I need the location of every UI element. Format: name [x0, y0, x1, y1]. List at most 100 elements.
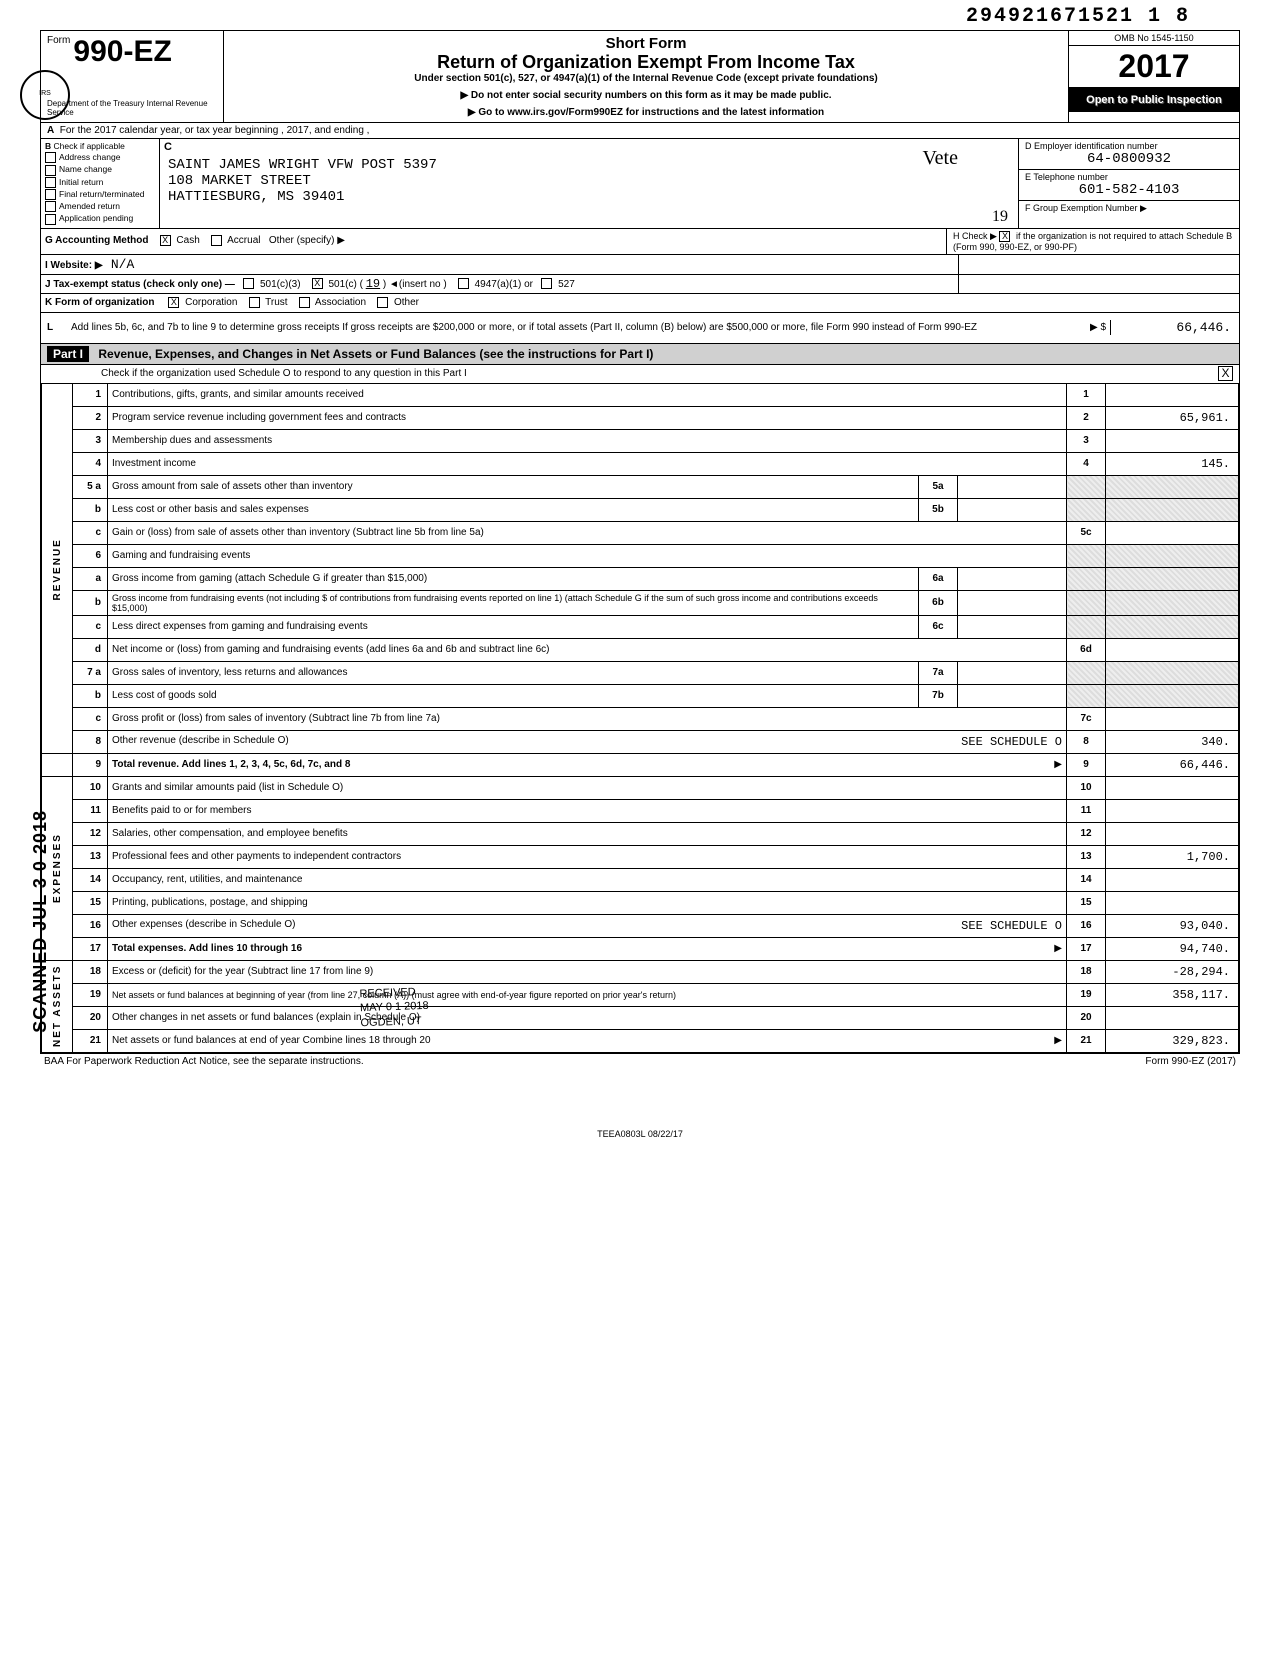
cb-application-pending[interactable]: [45, 214, 56, 225]
l20-num: 20: [73, 1006, 108, 1029]
l7a-sh2: [1106, 661, 1239, 684]
l6a-sh2: [1106, 567, 1239, 590]
cb-cash[interactable]: X: [160, 235, 171, 246]
cb-4947[interactable]: [458, 278, 469, 289]
l7a-sh: [1067, 661, 1106, 684]
l7a-num: 7 a: [73, 661, 108, 684]
header-center: Short Form Return of Organization Exempt…: [224, 31, 1068, 122]
l11-num: 11: [73, 799, 108, 822]
l12-desc: Salaries, other compensation, and employ…: [108, 822, 1067, 845]
l14-num: 14: [73, 868, 108, 891]
l5b-sh2: [1106, 498, 1239, 521]
f-label: F Group Exemption Number ▶: [1025, 203, 1233, 214]
opt-corp: Corporation: [185, 297, 237, 308]
ein-cell: D Employer identification number 64-0800…: [1019, 139, 1239, 170]
l5c-amt: [1106, 521, 1239, 544]
e-label: E Telephone number: [1025, 172, 1233, 182]
l5b-mv: [958, 498, 1067, 521]
expenses-label: EXPENSES: [42, 776, 73, 960]
opt-trust: Trust: [265, 297, 287, 308]
cb-label-3: Final return/terminated: [59, 189, 145, 199]
line-g: G Accounting Method X Cash Accrual Other…: [41, 229, 1239, 255]
j-label: J Tax-exempt status (check only one) —: [45, 279, 235, 290]
cb-501c[interactable]: X: [312, 278, 323, 289]
l7b-mv: [958, 684, 1067, 707]
l12-num: 12: [73, 822, 108, 845]
l16-desc-wrap: Other expenses (describe in Schedule O) …: [108, 914, 1067, 937]
l12-box: 12: [1067, 822, 1106, 845]
i-label: I Website: ▶: [45, 260, 103, 271]
l7a-mb: 7a: [919, 661, 958, 684]
cb-trust[interactable]: [249, 297, 260, 308]
l-text: Add lines 5b, 6c, and 7b to line 9 to de…: [67, 320, 1066, 335]
cb-accrual[interactable]: [211, 235, 222, 246]
l5a-mb: 5a: [919, 475, 958, 498]
cb-h[interactable]: X: [999, 231, 1010, 242]
l7a-desc: Gross sales of inventory, less returns a…: [108, 661, 919, 684]
cb-corp[interactable]: X: [168, 297, 179, 308]
cb-initial-return[interactable]: [45, 177, 56, 188]
part-1-sub-text: Check if the organization used Schedule …: [41, 366, 1215, 381]
accrual-label: Accrual: [227, 236, 260, 247]
l7a-mv: [958, 661, 1067, 684]
line-a-text: For the 2017 calendar year, or tax year …: [60, 125, 370, 136]
cb-501c3[interactable]: [243, 278, 254, 289]
opt-501c-b: ) ◄(insert no ): [383, 279, 447, 290]
cb-527[interactable]: [541, 278, 552, 289]
l21-desc: Net assets or fund balances at end of ye…: [112, 1035, 431, 1046]
d-label: D Employer identification number: [1025, 141, 1233, 151]
l6b-desc: Gross income from fundraising events (no…: [108, 590, 919, 615]
name-address-block: C SAINT JAMES WRIGHT VFW POST 5397 108 M…: [160, 139, 1018, 228]
footer-right: Form 990-EZ (2017): [1145, 1056, 1236, 1067]
form-number: 990-EZ: [73, 35, 171, 68]
l18-box: 18: [1067, 960, 1106, 983]
l9-desc: Total revenue. Add lines 1, 2, 3, 4, 5c,…: [112, 759, 350, 770]
received-stamp: RECEIVED MAY 0 1 2018 OGDEN, UT: [359, 985, 429, 1030]
form-990ez: Form 990-EZ Department of the Treasury I…: [40, 30, 1240, 1054]
l21-amt: 329,823.: [1106, 1029, 1239, 1052]
bottom-code: TEEA0803L 08/22/17: [40, 1129, 1240, 1139]
l6c-sh: [1067, 615, 1106, 638]
l8-num: 8: [73, 730, 108, 753]
l18-num: 18: [73, 960, 108, 983]
header-left: Form 990-EZ Department of the Treasury I…: [41, 31, 224, 122]
l6b-mb: 6b: [919, 590, 958, 615]
l4-amt: 145.: [1106, 452, 1239, 475]
l15-amt: [1106, 891, 1239, 914]
l10-desc: Grants and similar amounts paid (list in…: [108, 776, 1067, 799]
cb-address-change[interactable]: [45, 152, 56, 163]
part-1-header: Part I Revenue, Expenses, and Changes in…: [41, 344, 1239, 365]
l7c-num: c: [73, 707, 108, 730]
l17-amt: 94,740.: [1106, 937, 1239, 960]
cb-assoc[interactable]: [299, 297, 310, 308]
l7b-sh: [1067, 684, 1106, 707]
l11-desc: Benefits paid to or for members: [108, 799, 1067, 822]
cb-amended[interactable]: [45, 201, 56, 212]
l6d-num: d: [73, 638, 108, 661]
tax-year: 2017: [1069, 46, 1239, 88]
dln: 294921671521 1 8: [966, 5, 1190, 28]
l7b-mb: 7b: [919, 684, 958, 707]
l5c-num: c: [73, 521, 108, 544]
line-i: I Website: ▶ N/A: [41, 255, 1239, 275]
l6d-desc: Net income or (loss) from gaming and fun…: [108, 638, 1067, 661]
l6-desc: Gaming and fundraising events: [108, 544, 1067, 567]
cb-name-change[interactable]: [45, 165, 56, 176]
l13-box: 13: [1067, 845, 1106, 868]
g-label: G Accounting Method: [45, 236, 149, 247]
section-b: B Check if applicable Address change Nam…: [41, 139, 1239, 229]
cb-part1-schedo[interactable]: X: [1218, 366, 1233, 381]
instr-2: ▶ Go to www.irs.gov/Form990EZ for instru…: [232, 107, 1060, 118]
l2-amt: 65,961.: [1106, 406, 1239, 429]
l6c-mb: 6c: [919, 615, 958, 638]
l4-desc: Investment income: [108, 452, 1067, 475]
opt-527: 527: [558, 279, 575, 290]
cb-final-return[interactable]: [45, 189, 56, 200]
l5c-box: 5c: [1067, 521, 1106, 544]
cb-other[interactable]: [377, 297, 388, 308]
l19-amt: 358,117.: [1106, 983, 1239, 1006]
l11-box: 11: [1067, 799, 1106, 822]
l19-box: 19: [1067, 983, 1106, 1006]
ein-value: 64-0800932: [1025, 151, 1233, 167]
l7b-sh2: [1106, 684, 1239, 707]
